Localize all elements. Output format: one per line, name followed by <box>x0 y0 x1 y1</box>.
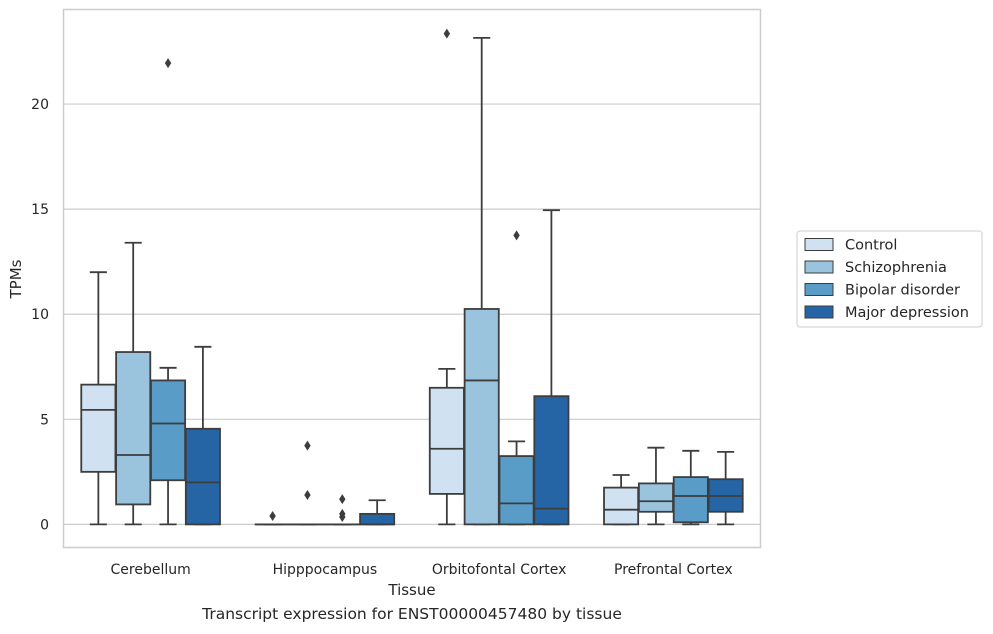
box-bipolar-disorder-2 <box>498 230 535 526</box>
box-schizophrenia-3 <box>637 446 674 526</box>
x-tick-label-hipppocampus: Hipppocampus <box>273 562 378 578</box>
box-schizophrenia-1 <box>289 440 326 526</box>
box-body <box>184 427 221 526</box>
box-major-depression-0 <box>184 345 221 526</box>
legend-label-control: Control <box>845 238 897 254</box>
plot-frame <box>62 8 762 549</box>
box-control-0 <box>80 271 117 526</box>
box-body <box>80 383 117 473</box>
y-tick-label-0: 0 <box>40 517 49 533</box>
box-body <box>637 482 674 513</box>
legend-label-major-depression: Major depression <box>845 305 969 321</box>
box-body <box>428 386 465 495</box>
legend-label-bipolar-disorder: Bipolar disorder <box>845 283 960 299</box>
outlier-point-2 <box>339 494 346 505</box>
x-axis-title: Tissue <box>387 581 435 599</box>
box-bipolar-disorder-0 <box>150 58 187 526</box>
box-bipolar-disorder-3 <box>672 449 709 526</box>
box-body <box>672 476 709 524</box>
y-tick-labels: 0 5 10 15 20 <box>31 97 49 533</box>
box-series <box>80 28 744 526</box>
chart-caption: Transcript expression for ENST0000045748… <box>202 605 622 623</box>
y-tick-label-15: 15 <box>31 202 49 218</box>
box-control-1 <box>254 510 291 526</box>
box-body <box>463 308 500 526</box>
box-major-depression-3 <box>707 450 744 526</box>
box-control-3 <box>603 474 640 526</box>
legend-swatch-major-depression <box>804 305 834 319</box>
box-control-2 <box>428 28 465 526</box>
box-schizophrenia-2 <box>463 36 500 526</box>
outlier-point-0 <box>304 489 311 500</box>
legend-swatch-control <box>804 238 834 251</box>
legend-swatch-schizophrenia <box>804 260 834 274</box>
x-tick-label-orbitofontal-cortex: Orbitofontal Cortex <box>432 562 567 578</box>
box-body <box>498 455 535 526</box>
x-tick-label-cerebellum: Cerebellum <box>111 562 191 578</box>
outlier-point-0 <box>513 230 520 241</box>
legend-label-schizophrenia: Schizophrenia <box>845 260 947 276</box>
box-bipolar-disorder-1 <box>324 494 361 526</box>
box-body <box>115 351 152 506</box>
y-tick-label-5: 5 <box>40 412 49 428</box>
x-tick-label-prefrontal-cortex: Prefrontal Cortex <box>614 562 733 578</box>
box-body <box>359 512 396 526</box>
outlier-point-0 <box>269 510 276 521</box>
box-body <box>150 379 187 482</box>
outlier-point-1 <box>339 508 346 519</box>
legend-items: Control Schizophrenia Bipolar disorder Majo… <box>804 238 969 321</box>
box-major-depression-2 <box>533 209 570 526</box>
legend-swatch-bipolar-disorder <box>804 283 834 296</box>
box-schizophrenia-0 <box>115 241 152 526</box>
y-tick-label-10: 10 <box>31 307 49 323</box>
x-tick-labels: Cerebellum Hipppocampus Orbitofontal Corte… <box>111 562 733 578</box>
y-axis-title: TPMs <box>7 259 25 299</box>
outlier-point-0 <box>164 58 172 69</box>
box-body <box>603 486 640 526</box>
y-tick-label-20: 20 <box>31 97 49 113</box>
outlier-point-0 <box>443 28 451 39</box>
legend-frame <box>796 230 983 328</box>
legend: Control Schizophrenia Bipolar disorder Majo… <box>796 230 983 328</box>
box-major-depression-1 <box>359 499 396 526</box>
box-body <box>533 395 570 526</box>
outlier-point-1 <box>304 440 311 451</box>
